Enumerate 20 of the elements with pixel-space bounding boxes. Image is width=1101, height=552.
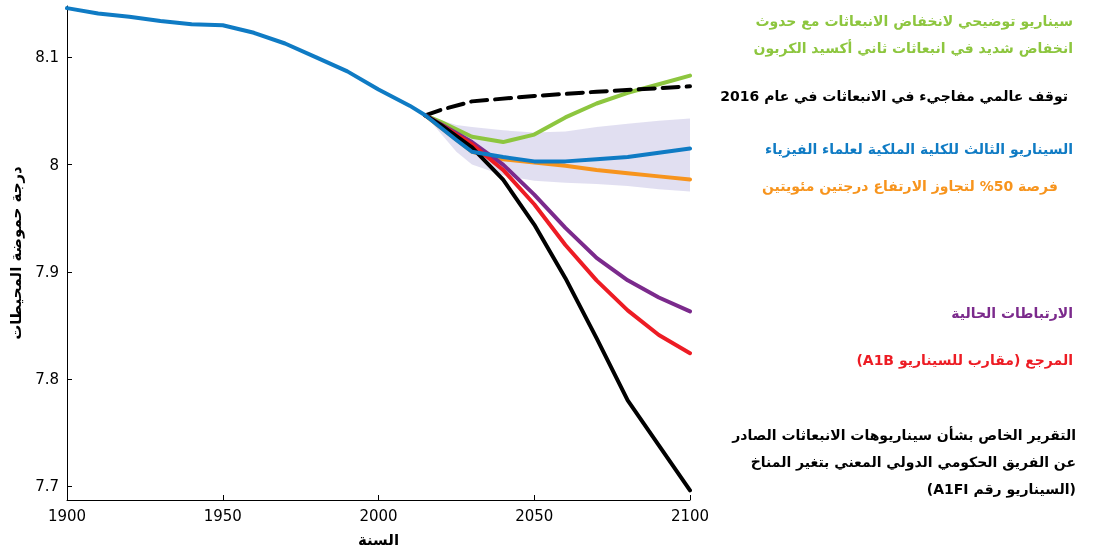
y-tick-label: 8.1 (35, 48, 59, 67)
text: المرجع (مقارب للسيناريو A1B) (856, 352, 1073, 370)
y-tick-label: 7.7 (35, 477, 59, 496)
text: الارتباطات الحالية (951, 305, 1073, 322)
x-tick-label: 2050 (515, 506, 554, 525)
y-axis-title: درجة حموضة المحيطات (6, 165, 25, 340)
text: توقف عالمي مفاجيء في الانبعاثات في عام 2016 (720, 88, 1068, 106)
y-tick-label: 8 (49, 155, 59, 174)
x-tick-label: 1950 (203, 506, 242, 525)
text: التقرير الخاص بشأن سيناريوهات الانبعاثات الصادر عن الفريق الحكومي الدولي المعني بتغير المناخ (السيناريو رقم A1FI) (731, 426, 1076, 499)
x-tick-label: 1900 (47, 506, 87, 525)
x-tick-label: 2100 (670, 506, 710, 525)
text: السيناريو الثالث للكلية الملكية لعلماء الفيزياء (765, 140, 1073, 158)
text: فرصة 50% لتجاوز الارتفاع درجتين مئويتين (761, 177, 1058, 195)
text: سيناريو توضيحي لانخفاض الانبعاثات مع حدوث انخفاض شديد في انبعاثات ثاني أكسيد الكربون (753, 13, 1073, 58)
y-tick-label: 7.8 (35, 369, 59, 388)
y-tick-label: 7.9 (35, 262, 59, 281)
line-series (65, 6, 692, 164)
x-tick-label: 2000 (359, 506, 398, 525)
x-axis-title: السنة (357, 530, 400, 549)
